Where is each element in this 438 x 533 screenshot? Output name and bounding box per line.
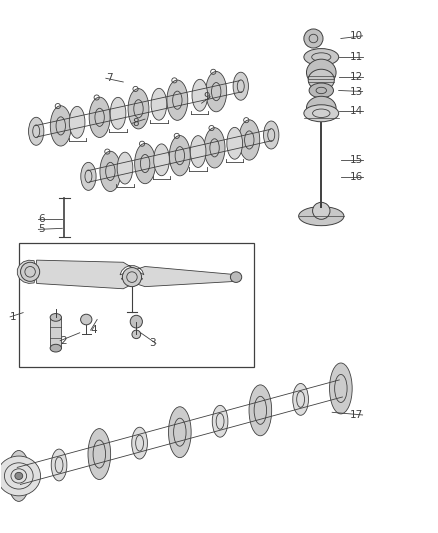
Text: 5: 5 — [39, 224, 45, 235]
Ellipse shape — [132, 330, 141, 338]
Bar — [19, 243, 254, 367]
Text: 8: 8 — [132, 118, 138, 128]
Ellipse shape — [151, 88, 167, 120]
Ellipse shape — [230, 272, 242, 282]
Ellipse shape — [128, 88, 149, 129]
Ellipse shape — [190, 135, 206, 167]
Ellipse shape — [50, 313, 61, 321]
Ellipse shape — [100, 151, 121, 191]
Ellipse shape — [81, 163, 96, 190]
Ellipse shape — [117, 152, 133, 184]
Text: 6: 6 — [39, 214, 45, 224]
Text: 3: 3 — [149, 338, 156, 349]
Ellipse shape — [313, 203, 330, 219]
Ellipse shape — [309, 83, 333, 98]
Ellipse shape — [51, 449, 67, 481]
Text: 17: 17 — [350, 410, 363, 420]
Ellipse shape — [212, 406, 228, 437]
Ellipse shape — [110, 98, 126, 129]
Ellipse shape — [130, 316, 142, 328]
Ellipse shape — [206, 71, 226, 112]
Polygon shape — [18, 260, 236, 289]
Ellipse shape — [308, 69, 334, 91]
Ellipse shape — [249, 385, 272, 436]
Ellipse shape — [204, 128, 225, 168]
Ellipse shape — [304, 105, 339, 122]
Ellipse shape — [154, 144, 170, 176]
Ellipse shape — [69, 107, 85, 138]
Text: 15: 15 — [350, 156, 363, 165]
Text: 16: 16 — [350, 172, 363, 182]
Ellipse shape — [304, 29, 323, 48]
Text: 1: 1 — [10, 312, 17, 322]
Ellipse shape — [50, 106, 71, 146]
Text: 2: 2 — [60, 336, 67, 346]
Ellipse shape — [134, 143, 155, 184]
Ellipse shape — [15, 472, 23, 480]
Bar — [50, 317, 61, 348]
Ellipse shape — [192, 79, 208, 111]
Ellipse shape — [239, 120, 260, 160]
Ellipse shape — [299, 207, 344, 225]
Ellipse shape — [293, 383, 308, 415]
Ellipse shape — [21, 262, 40, 281]
Ellipse shape — [11, 469, 27, 483]
Text: 11: 11 — [350, 52, 363, 62]
Ellipse shape — [0, 456, 41, 496]
Text: 7: 7 — [106, 73, 113, 83]
Ellipse shape — [88, 429, 111, 480]
Ellipse shape — [264, 121, 279, 149]
Ellipse shape — [7, 450, 30, 502]
Ellipse shape — [307, 96, 336, 119]
Text: 4: 4 — [91, 325, 97, 335]
Ellipse shape — [170, 135, 190, 176]
Ellipse shape — [227, 127, 243, 159]
Ellipse shape — [304, 49, 339, 66]
Ellipse shape — [50, 344, 61, 352]
Ellipse shape — [122, 268, 141, 287]
Text: 14: 14 — [350, 106, 363, 116]
Ellipse shape — [89, 97, 110, 138]
Text: 13: 13 — [350, 86, 363, 96]
Ellipse shape — [329, 363, 352, 414]
Text: 9: 9 — [204, 92, 210, 102]
Ellipse shape — [4, 463, 33, 489]
Ellipse shape — [28, 117, 44, 146]
Ellipse shape — [169, 407, 191, 458]
Text: 12: 12 — [350, 71, 363, 82]
Ellipse shape — [233, 72, 248, 100]
Ellipse shape — [167, 80, 188, 120]
Ellipse shape — [307, 59, 336, 86]
Text: 10: 10 — [350, 31, 363, 41]
Ellipse shape — [132, 427, 148, 459]
Ellipse shape — [81, 314, 92, 325]
